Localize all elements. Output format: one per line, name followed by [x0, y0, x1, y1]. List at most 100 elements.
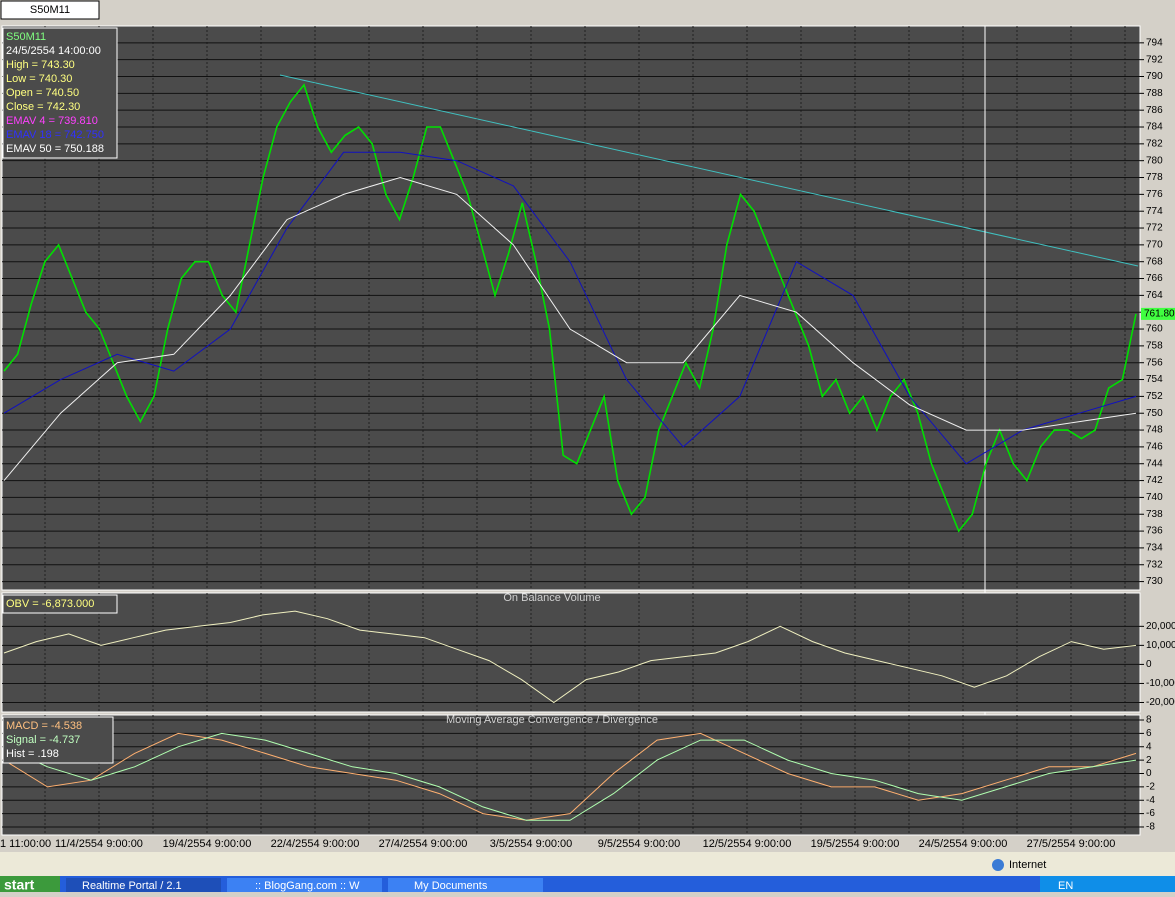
- series-line: [3, 610, 1137, 704]
- y-tick-label: 732: [1146, 559, 1163, 570]
- info-box: [2, 594, 118, 614]
- task-button[interactable]: [66, 878, 221, 892]
- info-text: High = 743.30: [6, 59, 75, 71]
- y-tick-label: 758: [1146, 341, 1163, 352]
- x-tick-label: 11/4/2554 9:00:00: [55, 838, 143, 850]
- info-text: OBV = -6,873.000: [6, 598, 94, 610]
- series-line: [3, 732, 1137, 821]
- y-tick-label: 742: [1146, 475, 1163, 486]
- info-box: [2, 27, 118, 159]
- y-tick-label: 776: [1146, 189, 1163, 200]
- y-tick-label: 736: [1146, 526, 1163, 537]
- y-tick-label: 0: [1146, 659, 1152, 670]
- status-bar: [0, 852, 1175, 876]
- info-text: Open = 740.50: [6, 87, 79, 99]
- y-tick-label: -2: [1146, 782, 1155, 793]
- y-tick-label: 756: [1146, 357, 1163, 368]
- start-label: start: [4, 877, 35, 892]
- info-text: 24/5/2554 14:00:00: [6, 45, 101, 57]
- x-tick-label: 12/5/2554 9:00:00: [703, 838, 792, 850]
- y-tick-label: -8: [1146, 822, 1155, 833]
- tab-label: S50M11: [30, 4, 70, 16]
- y-tick-label: 780: [1146, 155, 1163, 166]
- info-text: EMAV 50 = 750.188: [6, 143, 104, 155]
- info-text: EMAV 18 = 742.750: [6, 129, 104, 141]
- y-tick-label: 750: [1146, 408, 1163, 419]
- y-tick-label: -6: [1146, 808, 1155, 819]
- task-label: Realtime Portal / 2.1: [82, 880, 182, 892]
- y-tick-label: 754: [1146, 374, 1163, 385]
- status-text: Internet: [1009, 859, 1046, 871]
- y-tick-label: 794: [1146, 37, 1163, 48]
- info-text: Hist = .198: [6, 748, 59, 760]
- y-tick-label: 6: [1146, 728, 1152, 739]
- x-tick-label: 19/4/2554 9:00:00: [163, 838, 252, 850]
- x-tick-label: 24/5/2554 9:00:00: [919, 838, 1008, 850]
- y-tick-label: -20,000: [1146, 697, 1175, 708]
- y-tick-label: 760: [1146, 324, 1163, 335]
- info-text: MACD = -4.538: [6, 720, 82, 732]
- plot-area: [1, 592, 1141, 713]
- y-tick-label: 740: [1146, 492, 1163, 503]
- y-tick-label: 764: [1146, 290, 1163, 301]
- plot-area: [1, 25, 1141, 591]
- y-tick-label: 738: [1146, 509, 1163, 520]
- y-tick-label: 734: [1146, 543, 1163, 554]
- start-button[interactable]: [0, 876, 60, 892]
- y-tick-label: 792: [1146, 54, 1163, 65]
- series-line: [3, 151, 1137, 465]
- y-tick-label: 790: [1146, 71, 1163, 82]
- trend-line: [279, 74, 1139, 267]
- x-tick-label: 19/5/2554 9:00:00: [811, 838, 900, 850]
- series-line: [3, 176, 1137, 481]
- globe-icon: [992, 859, 1004, 871]
- panel-title: On Balance Volume: [503, 592, 600, 604]
- y-tick-label: 782: [1146, 138, 1163, 149]
- y-tick-label: 778: [1146, 172, 1163, 183]
- y-tick-label: 748: [1146, 425, 1163, 436]
- info-text: Low = 740.30: [6, 73, 72, 85]
- info-box: [2, 716, 114, 764]
- info-text: EMAV 4 = 739.810: [6, 115, 98, 127]
- y-tick-label: 784: [1146, 122, 1163, 133]
- info-text: S50M11: [6, 31, 46, 43]
- y-tick-label: 744: [1146, 458, 1163, 469]
- y-tick-label: 20,000: [1146, 621, 1175, 632]
- info-text: Close = 742.30: [6, 101, 80, 113]
- task-label: :: BlogGang.com :: W: [255, 880, 360, 892]
- symbol-tab[interactable]: [0, 0, 100, 20]
- y-tick-label: 774: [1146, 206, 1163, 217]
- panel-title: Moving Average Convergence / Divergence: [446, 714, 658, 726]
- x-tick-label: 3/5/2554 9:00:00: [490, 838, 573, 850]
- info-text: Signal = -4.737: [6, 734, 80, 746]
- y-tick-label: -10,000: [1146, 678, 1175, 689]
- y-tick-label: 4: [1146, 741, 1152, 752]
- y-tick-label: 766: [1146, 273, 1163, 284]
- x-tick-label: 22/4/2554 9:00:00: [271, 838, 360, 850]
- x-axis-strip: [0, 836, 1175, 852]
- y-tick-label: 2: [1146, 755, 1152, 766]
- x-tick-label: 27/5/2554 9:00:00: [1027, 838, 1116, 850]
- y-tick-label: 788: [1146, 88, 1163, 99]
- x-tick-label: 27/4/2554 9:00:00: [379, 838, 468, 850]
- x-tick-label: 1 11:00:00: [0, 838, 51, 850]
- y-tick-label: 752: [1146, 391, 1163, 402]
- y-tick-label: 772: [1146, 223, 1163, 234]
- y-tick-label: 0: [1146, 768, 1152, 779]
- last-price-box: [1141, 307, 1175, 320]
- task-button[interactable]: [227, 878, 382, 892]
- last-price: 761.80: [1144, 309, 1175, 320]
- y-tick-label: 8: [1146, 715, 1152, 726]
- x-tick-label: 9/5/2554 9:00:00: [598, 838, 681, 850]
- y-tick-label: 768: [1146, 256, 1163, 267]
- y-tick-label: 10,000: [1146, 640, 1175, 651]
- y-tick-label: -4: [1146, 795, 1155, 806]
- y-tick-label: 770: [1146, 240, 1163, 251]
- y-tick-label: 746: [1146, 442, 1163, 453]
- series-line: [3, 732, 1137, 821]
- series-line: [3, 83, 1137, 533]
- task-button[interactable]: [388, 878, 543, 892]
- y-tick-label: 730: [1146, 576, 1163, 587]
